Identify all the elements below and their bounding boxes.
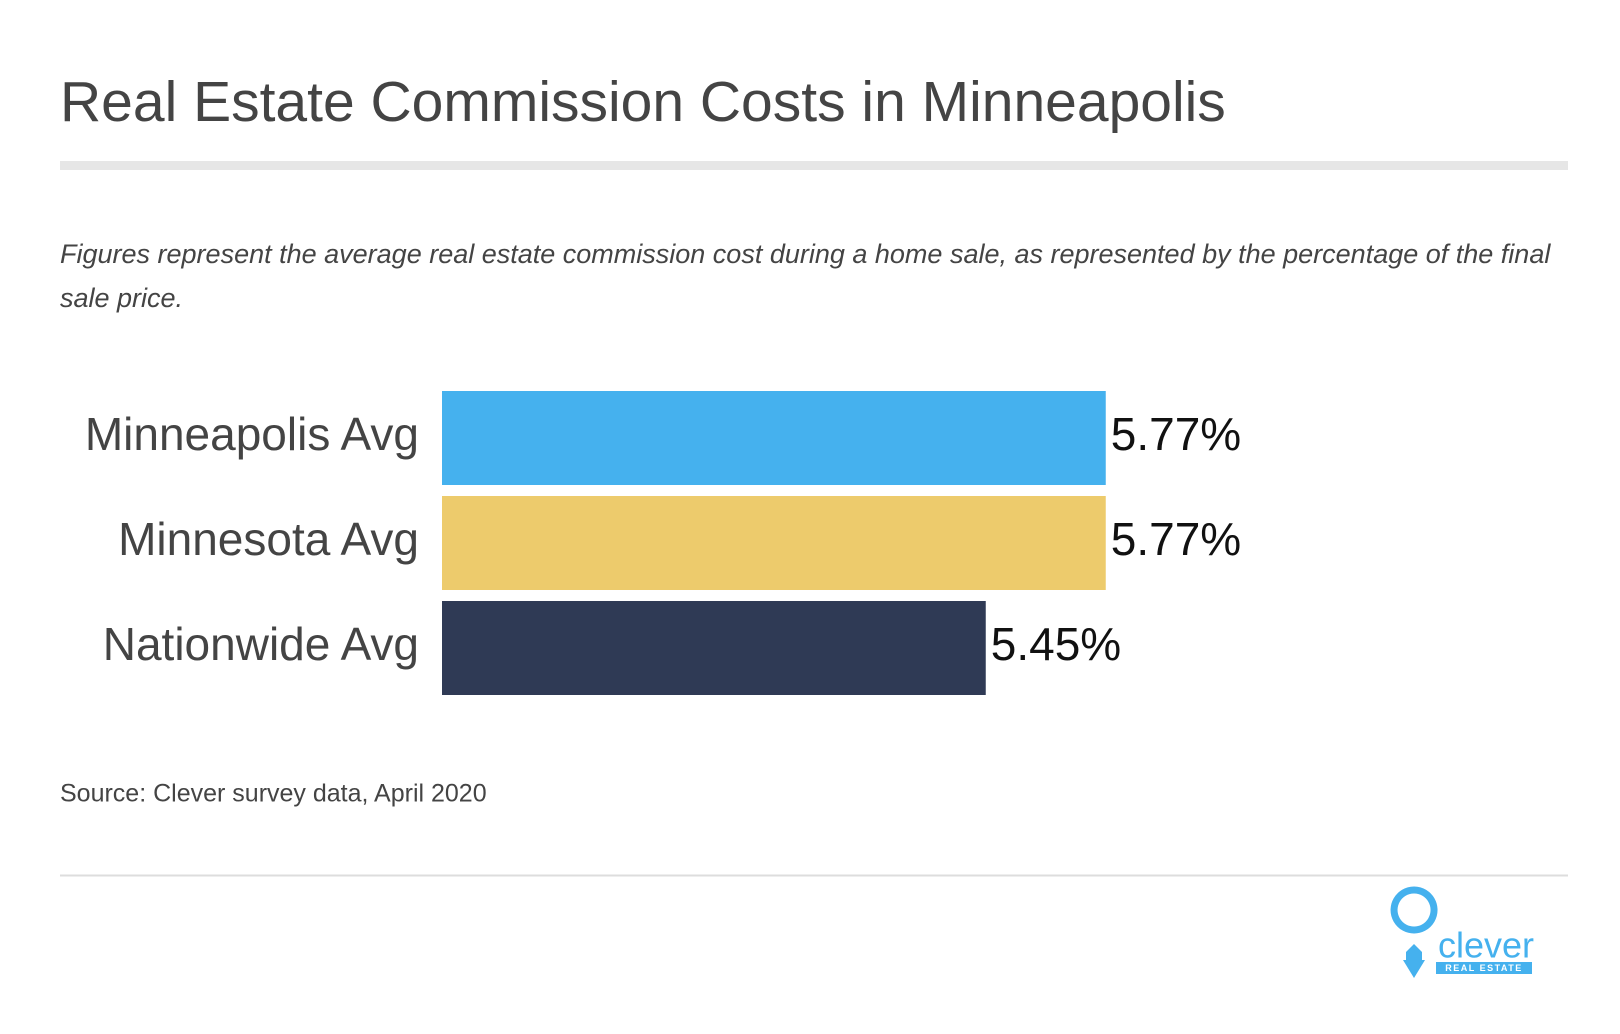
chart-title: Real Estate Commission Costs in Minneapo… xyxy=(60,70,1226,134)
value-label: 5.77% xyxy=(1111,408,1241,460)
logo-icon xyxy=(1390,886,1438,934)
logo-tagline: REAL ESTATE xyxy=(1445,963,1523,973)
bar xyxy=(442,496,1106,590)
bar xyxy=(442,601,986,695)
source: Source: Clever survey data, April 2020 xyxy=(60,780,487,808)
logo-name: clever xyxy=(1438,925,1534,966)
logo-house xyxy=(1406,944,1422,960)
category-label: Minnesota Avg xyxy=(118,513,419,565)
category-label: Minneapolis Avg xyxy=(85,408,419,460)
category-label: Nationwide Avg xyxy=(103,618,419,670)
logo-pin xyxy=(1403,960,1425,978)
bar xyxy=(442,391,1106,485)
logo: clever REAL ESTATE xyxy=(1390,886,1534,978)
logo-band xyxy=(1436,962,1532,974)
subtitle: Figures represent the average real estat… xyxy=(60,239,1551,313)
value-label: 5.45% xyxy=(991,618,1121,670)
value-label: 5.77% xyxy=(1111,513,1241,565)
title-rule xyxy=(60,161,1568,170)
